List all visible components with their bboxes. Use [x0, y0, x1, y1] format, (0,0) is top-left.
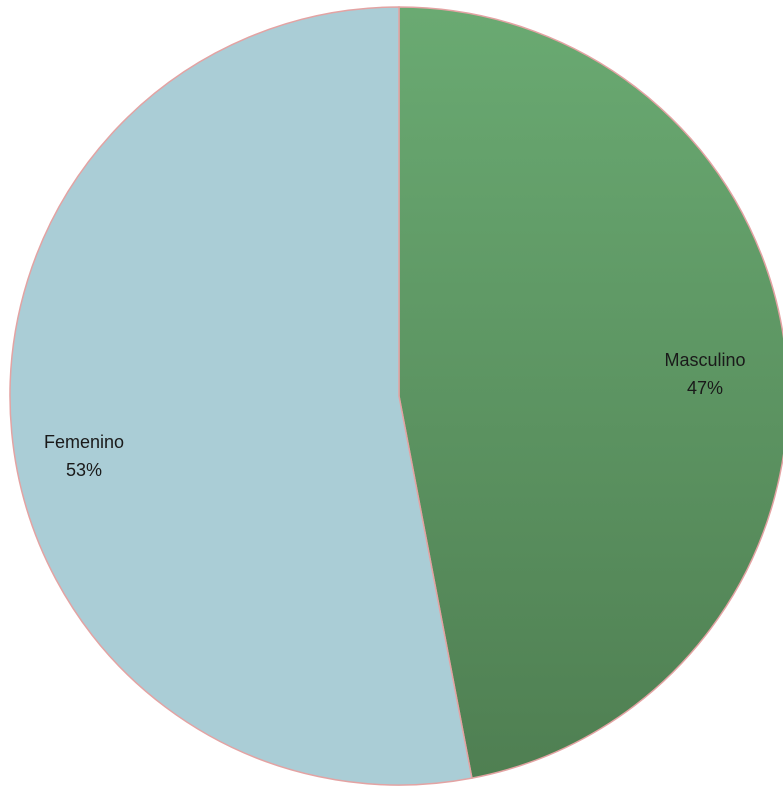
data-label-name: Masculino	[664, 350, 745, 370]
pie-data-labels: Masculino 47% Femenino 53%	[44, 350, 746, 480]
pie-slices	[9, 6, 783, 786]
data-label-name: Femenino	[44, 432, 124, 452]
pie-slice-masculino	[398, 6, 783, 779]
data-label-percent: 53%	[66, 460, 102, 480]
data-label-femenino: Femenino 53%	[44, 432, 124, 480]
data-label-masculino: Masculino 47%	[664, 350, 745, 398]
pie-slice-femenino	[9, 6, 473, 786]
data-label-percent: 47%	[687, 378, 723, 398]
